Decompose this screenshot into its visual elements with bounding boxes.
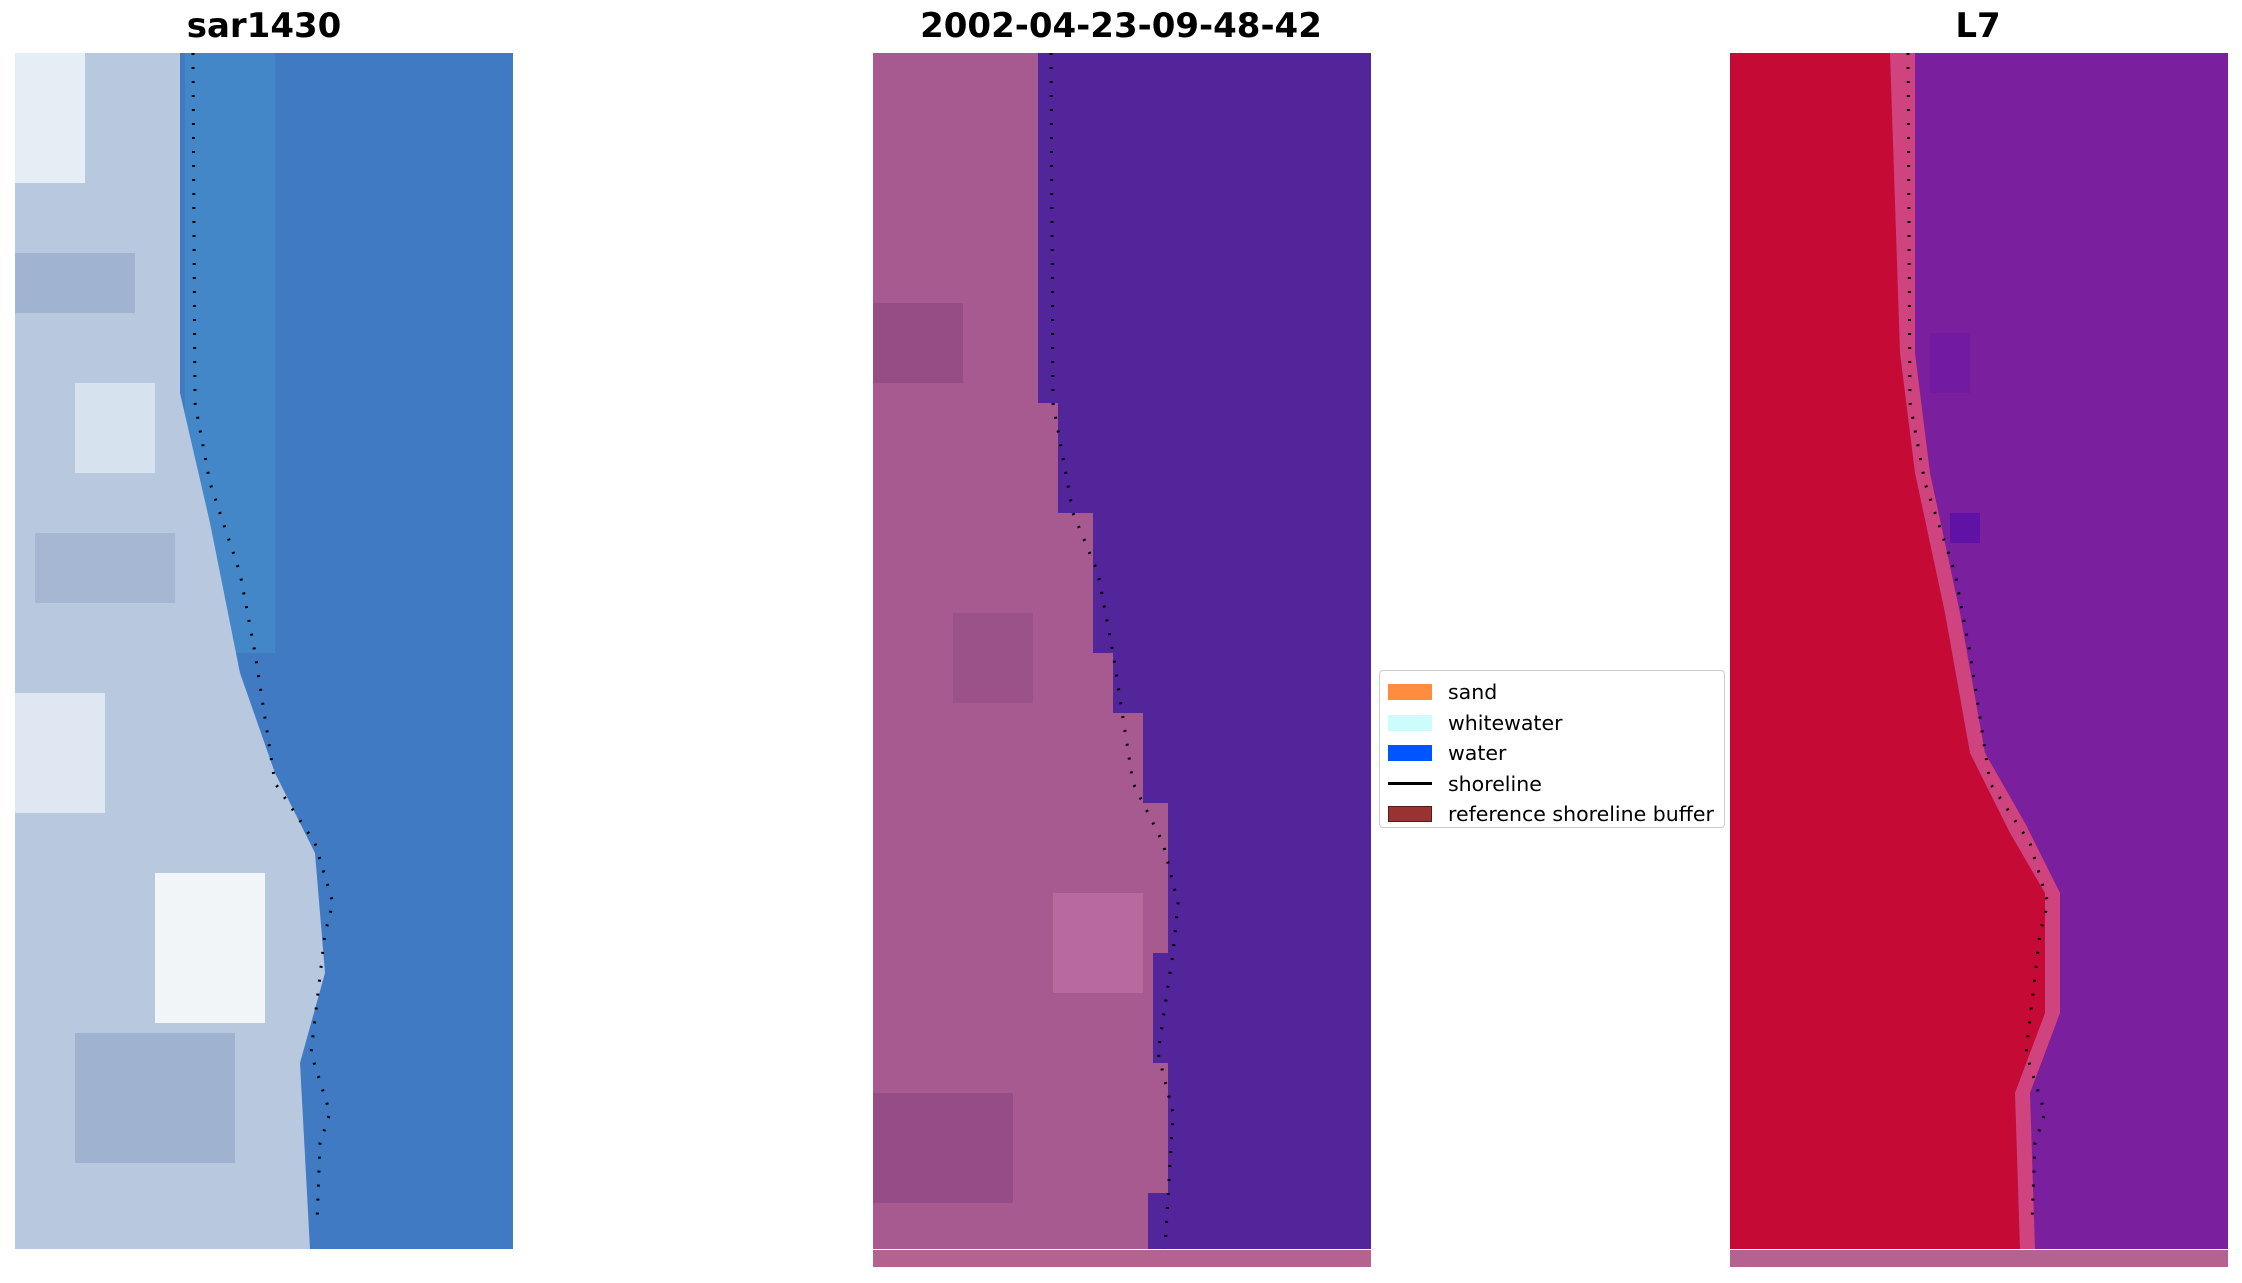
buffer-strip <box>873 1250 1371 1267</box>
panel-title-rgb: sar1430 <box>186 6 342 46</box>
legend-item-reference-buffer: reference shoreline buffer <box>1380 799 1724 830</box>
classified-image <box>873 53 1371 1249</box>
whitewater-swatch <box>1388 714 1432 731</box>
buffer-strip <box>1730 1250 2228 1267</box>
legend-label: water <box>1448 741 1507 766</box>
reference-buffer-swatch <box>1388 806 1432 823</box>
index-image-panel <box>1730 53 2228 1249</box>
mndwi-image <box>1730 53 2228 1249</box>
classified-image-panel <box>873 53 1371 1249</box>
shoreline-swatch <box>1388 782 1432 786</box>
rgb-image <box>15 53 513 1249</box>
water-swatch <box>1388 745 1432 762</box>
sand-swatch <box>1388 684 1432 701</box>
legend-label: reference shoreline buffer <box>1448 802 1714 827</box>
legend-item-sand: sand <box>1380 677 1724 708</box>
legend-item-whitewater: whitewater <box>1380 708 1724 739</box>
legend-label: sand <box>1448 680 1498 705</box>
legend-label: shoreline <box>1448 771 1542 796</box>
rgb-image-panel <box>15 53 513 1249</box>
legend-item-shoreline: shoreline <box>1380 769 1724 800</box>
panel-title-classified: 2002-04-23-09-48-42 <box>920 6 1322 46</box>
legend: sand whitewater water shoreline referenc… <box>1379 670 1725 828</box>
legend-item-water: water <box>1380 738 1724 769</box>
panel-title-index: L7 <box>1955 6 2001 46</box>
legend-label: whitewater <box>1448 710 1563 735</box>
